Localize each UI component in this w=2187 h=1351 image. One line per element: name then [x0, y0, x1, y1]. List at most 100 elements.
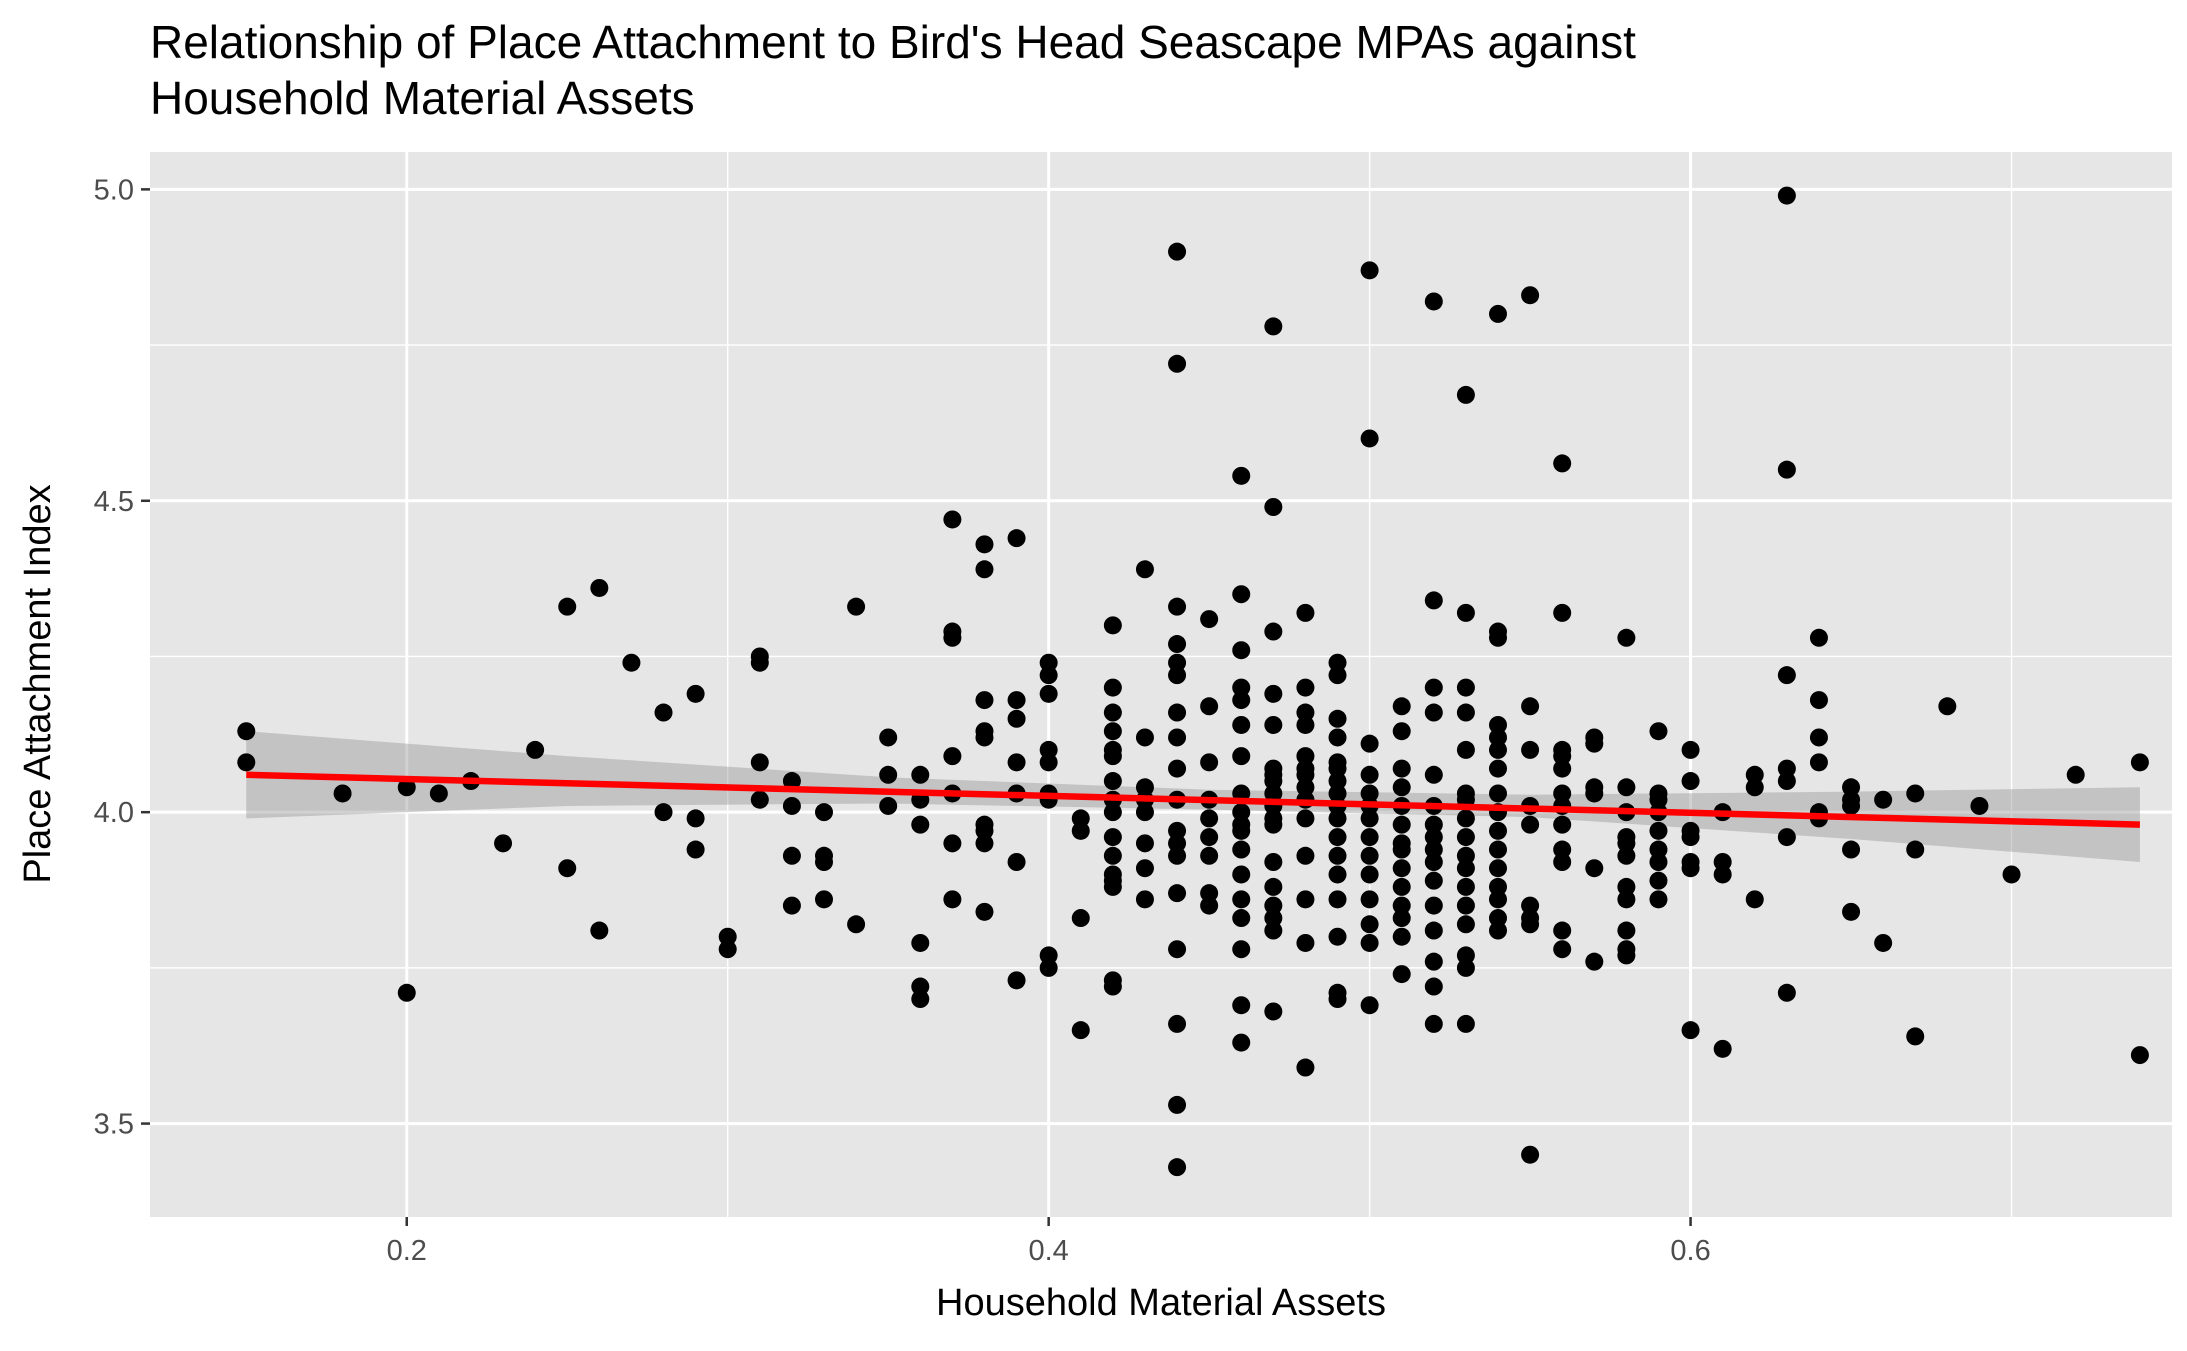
data-point — [1039, 684, 1058, 703]
data-point — [1232, 996, 1251, 1015]
data-point — [1296, 678, 1315, 697]
data-point — [1777, 186, 1796, 205]
data-point — [333, 784, 352, 803]
data-point — [1168, 834, 1187, 853]
data-point — [1168, 940, 1187, 959]
data-point — [975, 834, 994, 853]
data-point — [1168, 1014, 1187, 1033]
data-point — [1328, 728, 1347, 747]
data-point — [1456, 385, 1475, 404]
data-point — [1360, 865, 1379, 884]
data-point — [911, 977, 930, 996]
data-point — [1842, 778, 1861, 797]
data-point — [1553, 840, 1572, 859]
data-point — [975, 902, 994, 921]
data-point — [1264, 853, 1283, 871]
data-point — [943, 890, 962, 909]
data-point — [1200, 828, 1219, 847]
data-point — [1296, 765, 1315, 784]
data-point — [1809, 628, 1828, 647]
data-point — [1456, 859, 1475, 878]
data-point — [1328, 990, 1347, 1009]
data-point — [1296, 778, 1315, 797]
data-point — [879, 796, 898, 815]
data-point — [1456, 678, 1475, 697]
data-point — [1553, 815, 1572, 834]
data-point — [1200, 809, 1219, 828]
data-point — [1842, 840, 1861, 859]
data-point — [1392, 859, 1411, 878]
data-point — [1777, 759, 1796, 778]
data-point — [590, 578, 609, 597]
data-point — [1521, 896, 1540, 915]
data-point — [1264, 622, 1283, 641]
data-point — [1713, 865, 1732, 884]
data-point — [1489, 821, 1507, 840]
chart-title: Relationship of Place Attachment to Bird… — [150, 16, 1636, 124]
data-point — [1553, 603, 1572, 622]
data-point — [1874, 790, 1893, 809]
data-point — [1264, 896, 1283, 915]
data-point — [1392, 909, 1411, 928]
data-point — [1264, 1002, 1283, 1021]
data-point — [943, 510, 962, 529]
data-point — [1649, 840, 1668, 859]
data-point — [1521, 740, 1540, 759]
data-point — [1392, 927, 1411, 946]
data-point — [1071, 809, 1090, 828]
data-point — [1392, 965, 1411, 984]
data-point — [1328, 846, 1347, 865]
data-point — [1103, 678, 1122, 697]
data-point — [1232, 715, 1251, 734]
data-point — [686, 840, 705, 859]
data-point — [1264, 877, 1283, 896]
data-point — [1456, 958, 1475, 977]
data-point — [1135, 728, 1154, 747]
data-point — [1777, 666, 1796, 685]
data-point — [1489, 628, 1507, 647]
data-point — [782, 796, 801, 815]
data-point — [1521, 697, 1540, 716]
data-point — [1617, 946, 1636, 965]
data-point — [622, 653, 641, 672]
data-point — [1424, 952, 1443, 971]
data-point — [1296, 933, 1315, 952]
data-point — [847, 915, 866, 934]
data-point — [558, 597, 577, 616]
data-point — [1007, 529, 1026, 548]
data-point — [1681, 772, 1700, 791]
data-point — [1135, 778, 1154, 797]
data-point — [1456, 740, 1475, 759]
data-point — [1296, 846, 1315, 865]
data-point — [1039, 666, 1058, 685]
data-point — [1424, 678, 1443, 697]
y-tick-label: 5.0 — [94, 174, 134, 206]
data-point — [1553, 454, 1572, 473]
data-point — [1424, 853, 1443, 871]
data-point — [1232, 803, 1251, 822]
data-point — [1200, 846, 1219, 865]
data-point — [1649, 722, 1668, 741]
data-point — [1264, 498, 1283, 516]
data-point — [975, 535, 994, 554]
data-point — [1328, 784, 1347, 803]
data-point — [1296, 747, 1315, 766]
data-point — [1168, 1158, 1187, 1177]
data-point — [1649, 890, 1668, 909]
data-point — [1745, 765, 1764, 784]
data-point — [1232, 641, 1251, 660]
data-point — [1168, 759, 1187, 778]
data-point — [397, 778, 416, 797]
data-point — [1424, 828, 1443, 847]
data-point — [1071, 821, 1090, 840]
data-point — [1007, 691, 1026, 710]
data-point — [1200, 896, 1219, 915]
data-point — [1970, 796, 1989, 815]
data-point — [1360, 429, 1379, 448]
data-point — [1168, 635, 1187, 654]
data-point — [1521, 815, 1540, 834]
data-point — [1328, 927, 1347, 946]
data-point — [1617, 628, 1636, 647]
data-point — [654, 803, 673, 822]
data-point — [1264, 815, 1283, 834]
